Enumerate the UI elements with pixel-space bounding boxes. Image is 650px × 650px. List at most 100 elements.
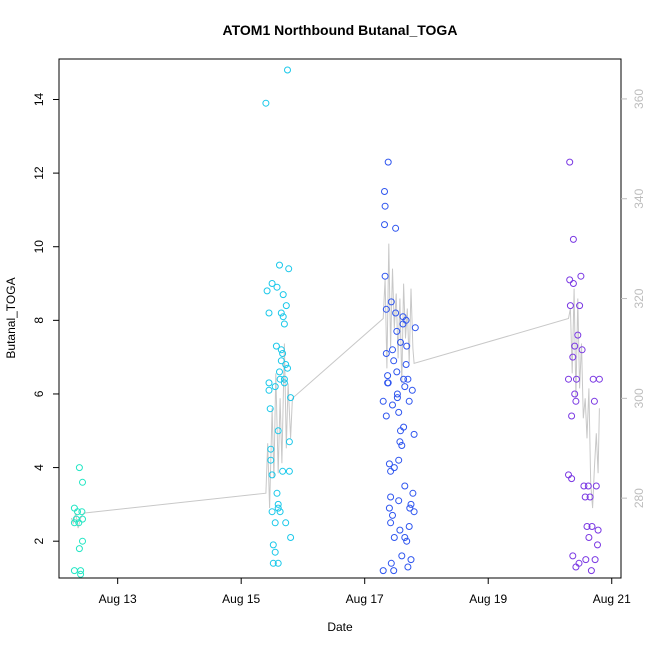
data-point	[393, 368, 401, 376]
x-tick-label: Aug 21	[593, 592, 631, 606]
data-point	[284, 364, 291, 372]
data-point	[396, 526, 404, 534]
data-point	[384, 158, 392, 166]
data-point	[267, 456, 275, 464]
data-point	[393, 390, 401, 398]
data-point	[277, 346, 285, 354]
x-tick-label: Aug 15	[222, 592, 260, 606]
data-point	[586, 493, 594, 501]
data-point	[384, 379, 392, 387]
y-axis-label: Butanal_TOGA	[4, 277, 18, 358]
data-point	[387, 298, 395, 306]
data-point	[582, 556, 590, 564]
data-point	[592, 482, 600, 490]
data-point	[581, 493, 589, 501]
data-point	[269, 541, 277, 549]
data-point	[77, 567, 85, 575]
data-point	[594, 526, 602, 534]
data-point	[401, 534, 409, 541]
data-point	[273, 489, 281, 497]
data-point	[287, 394, 295, 402]
data-point	[577, 272, 585, 280]
data-point	[282, 361, 290, 368]
data-point	[403, 537, 411, 545]
series-2	[262, 66, 295, 567]
data-point	[279, 350, 287, 357]
series-3	[379, 158, 419, 575]
data-point	[407, 556, 415, 564]
data-point	[571, 390, 579, 398]
data-point	[594, 541, 601, 549]
data-point	[280, 375, 288, 383]
data-point	[402, 361, 410, 368]
data-point	[382, 350, 390, 357]
y-tick-label: 8	[32, 317, 46, 324]
data-point	[395, 497, 403, 505]
data-point	[404, 375, 412, 383]
data-point	[398, 442, 406, 449]
data-point	[79, 537, 86, 545]
data-point	[569, 280, 577, 287]
data-point	[284, 66, 291, 74]
data-point	[389, 511, 396, 519]
data-point	[282, 519, 290, 527]
y2-tick-label: 280	[632, 488, 646, 508]
data-point	[406, 504, 414, 512]
data-point	[70, 519, 78, 527]
data-point	[574, 331, 582, 339]
data-point	[568, 475, 576, 483]
data-point	[590, 397, 598, 405]
y-tick-label: 14	[32, 92, 46, 106]
series-1	[70, 464, 86, 578]
data-point	[268, 471, 276, 479]
data-point	[77, 570, 85, 578]
y-tick-label: 2	[32, 538, 46, 545]
data-point	[401, 383, 409, 391]
data-point	[583, 523, 591, 530]
data-point	[595, 375, 603, 383]
data-point	[395, 408, 403, 416]
data-point	[274, 500, 282, 508]
data-point	[393, 327, 401, 335]
data-point	[74, 508, 81, 516]
data-point	[393, 394, 401, 402]
data-point	[268, 280, 276, 287]
data-point	[587, 567, 595, 575]
data-point	[263, 287, 271, 295]
data-point	[379, 567, 387, 575]
data-point	[387, 519, 395, 527]
data-point	[588, 523, 596, 530]
x-tick-label: Aug 17	[346, 592, 384, 606]
y2-tick-label: 320	[632, 288, 646, 308]
data-point	[580, 482, 588, 490]
data-point	[285, 438, 293, 446]
data-point	[576, 302, 584, 310]
data-point	[381, 202, 389, 210]
data-point	[585, 534, 593, 541]
data-point	[285, 265, 293, 273]
data-point	[78, 508, 86, 516]
data-point	[568, 412, 576, 420]
data-point	[75, 545, 83, 553]
data-point	[407, 500, 415, 508]
data-point	[79, 515, 86, 523]
data-point	[265, 379, 273, 387]
data-point	[385, 504, 393, 512]
y2-tick-label: 360	[632, 89, 646, 109]
data-point	[269, 559, 277, 567]
y-tick-label: 12	[32, 166, 46, 180]
data-point	[408, 386, 416, 394]
data-point	[389, 346, 396, 354]
data-point	[569, 353, 577, 361]
data-point	[271, 519, 279, 527]
x-tick-label: Aug 19	[469, 592, 507, 606]
data-point	[573, 375, 580, 383]
data-point	[274, 559, 282, 567]
data-point	[266, 405, 274, 413]
data-point	[265, 386, 273, 394]
data-point	[280, 379, 288, 387]
data-point	[405, 397, 413, 405]
data-point	[75, 464, 83, 472]
data-point	[75, 519, 83, 527]
